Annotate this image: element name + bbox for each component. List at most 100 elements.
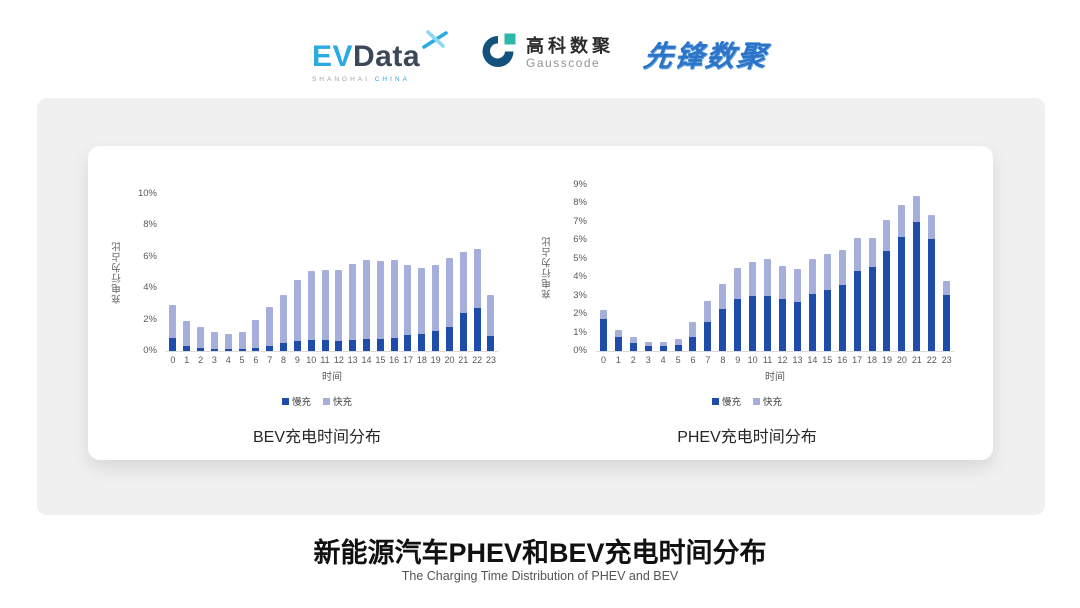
fast-charge-segment	[883, 220, 891, 252]
fast-charge-segment	[349, 263, 357, 341]
slow-charge-segment	[390, 337, 398, 351]
slow-charge-segment	[293, 340, 301, 351]
x-tick-label: 4	[225, 355, 231, 365]
fast-charge-segment	[853, 237, 861, 271]
x-tick-label: 3	[645, 355, 651, 365]
stacked-bar-hour-0	[166, 305, 180, 351]
slow-charge-segment	[689, 337, 697, 351]
slow-charge-segment	[445, 326, 453, 351]
slow-charge-segment	[224, 349, 232, 351]
fast-charge-segment	[459, 252, 467, 314]
page-subtitle: The Charging Time Distribution of PHEV a…	[401, 569, 679, 583]
x-tick-label: 12	[333, 355, 344, 365]
evdata-logo-ev: EV	[311, 40, 353, 73]
header-logos: EV Data SHANGHAI CHINA 高科数聚 Gausscode	[0, 24, 1080, 83]
legend-item: 慢充	[711, 394, 741, 408]
y-tick-label: 7%	[573, 215, 587, 227]
fast-charge-segment	[704, 301, 712, 322]
x-tick-label: 0	[170, 355, 176, 365]
slow-charge-segment	[614, 337, 622, 351]
fast-charge-segment	[197, 326, 205, 348]
slow-charge-segment	[868, 267, 876, 351]
x-tick-label: 13	[792, 355, 803, 365]
fast-charge-segment	[363, 259, 370, 340]
slow-charge-segment	[928, 238, 936, 351]
x-tick-label: 15	[375, 355, 386, 365]
fast-charge-segment	[376, 260, 384, 340]
bev-x-axis-labels: 0 1 2 3 4 5 6 7 8 9 10 11 12 13 14 15 16 17 18 19 20 21 22 23	[166, 352, 498, 365]
x-tick-label: 8	[281, 355, 287, 365]
fast-charge-segment	[764, 258, 772, 296]
stacked-bar-hour-12	[775, 266, 790, 351]
legend-item: 慢充	[281, 394, 311, 408]
pioneer-logo: 先锋数聚	[641, 40, 770, 73]
stacked-bar-hour-16	[387, 259, 401, 351]
stacked-bar-hour-15	[820, 254, 835, 351]
y-tick-label: 6%	[573, 234, 587, 246]
slow-charge-segment	[793, 302, 801, 351]
slow-charge-segment	[266, 345, 274, 351]
x-tick-label: 21	[911, 355, 922, 365]
fast-charge-segment	[689, 321, 697, 338]
fast-charge-segment	[210, 332, 218, 350]
stacked-bar-hour-22	[470, 248, 484, 351]
fast-charge-segment	[321, 270, 329, 341]
slow-charge-segment	[238, 349, 246, 351]
fast-charge-segment	[404, 265, 412, 336]
bev-y-axis-title: 充电行为占比	[112, 241, 123, 304]
x-tick-label: 19	[430, 355, 441, 365]
y-tick-label: 4%	[573, 271, 587, 283]
fast-charge-segment	[266, 307, 274, 346]
fast-charge-segment	[808, 258, 816, 294]
stacked-bar-hour-18	[415, 267, 429, 351]
gausscode-g-icon	[478, 31, 518, 76]
slow-charge-segment	[252, 347, 260, 351]
fast-charge-segment	[599, 310, 607, 319]
chart-card: 充电行为占比 0% 2% 4% 6% 8% 10% 0 1 2 3 4 5 6 7 8 9 10 11 12 13 1…	[88, 146, 993, 460]
x-tick-label: 9	[735, 355, 741, 365]
legend-item: 快充	[753, 394, 782, 408]
x-tick-label: 16	[389, 355, 400, 365]
y-tick-label: 8%	[143, 219, 157, 231]
stacked-bar-hour-9	[290, 279, 304, 351]
x-tick-label: 20	[896, 355, 907, 365]
bev-x-axis-title: 时间	[322, 372, 342, 383]
stacked-bar-hour-6	[249, 319, 263, 351]
fast-charge-segment	[898, 205, 906, 237]
fast-charge-segment	[224, 333, 232, 350]
evdata-star-icon	[422, 24, 448, 58]
y-tick-label: 5%	[573, 252, 587, 264]
x-tick-label: 5	[675, 355, 681, 365]
slow-charge-segment	[779, 299, 787, 351]
phev-legend: 慢充 快充	[540, 394, 954, 408]
stacked-bar-hour-23	[484, 295, 498, 351]
x-tick-label: 14	[807, 355, 818, 365]
fast-charge-segment	[307, 270, 315, 341]
x-tick-label: 17	[402, 355, 413, 365]
y-tick-label: 0%	[143, 345, 157, 356]
stacked-bar-hour-20	[443, 258, 457, 351]
y-tick-label: 1%	[573, 326, 587, 338]
slow-charge-segment	[659, 346, 667, 351]
fast-charge-segment	[928, 215, 936, 239]
fast-charge-segment	[238, 332, 246, 350]
legend-swatch-icon	[281, 397, 289, 405]
stacked-bar-hour-22	[924, 215, 939, 351]
stacked-bar-hour-4	[221, 333, 235, 351]
x-tick-label: 15	[822, 355, 833, 365]
phev-bars	[596, 185, 954, 351]
x-tick-label: 23	[941, 355, 952, 365]
x-tick-label: 12	[777, 355, 788, 365]
fast-charge-segment	[252, 319, 260, 348]
x-tick-label: 21	[458, 355, 469, 365]
slow-charge-segment	[404, 335, 412, 351]
x-tick-label: 9	[294, 355, 300, 365]
legend-swatch-icon	[753, 397, 760, 405]
slow-charge-segment	[644, 346, 652, 351]
slow-charge-segment	[853, 270, 861, 351]
fast-charge-segment	[793, 268, 801, 303]
slow-charge-segment	[898, 236, 906, 351]
slow-charge-segment	[764, 295, 772, 351]
y-tick-label: 8%	[573, 197, 587, 209]
stacked-bar-hour-3	[641, 341, 656, 351]
